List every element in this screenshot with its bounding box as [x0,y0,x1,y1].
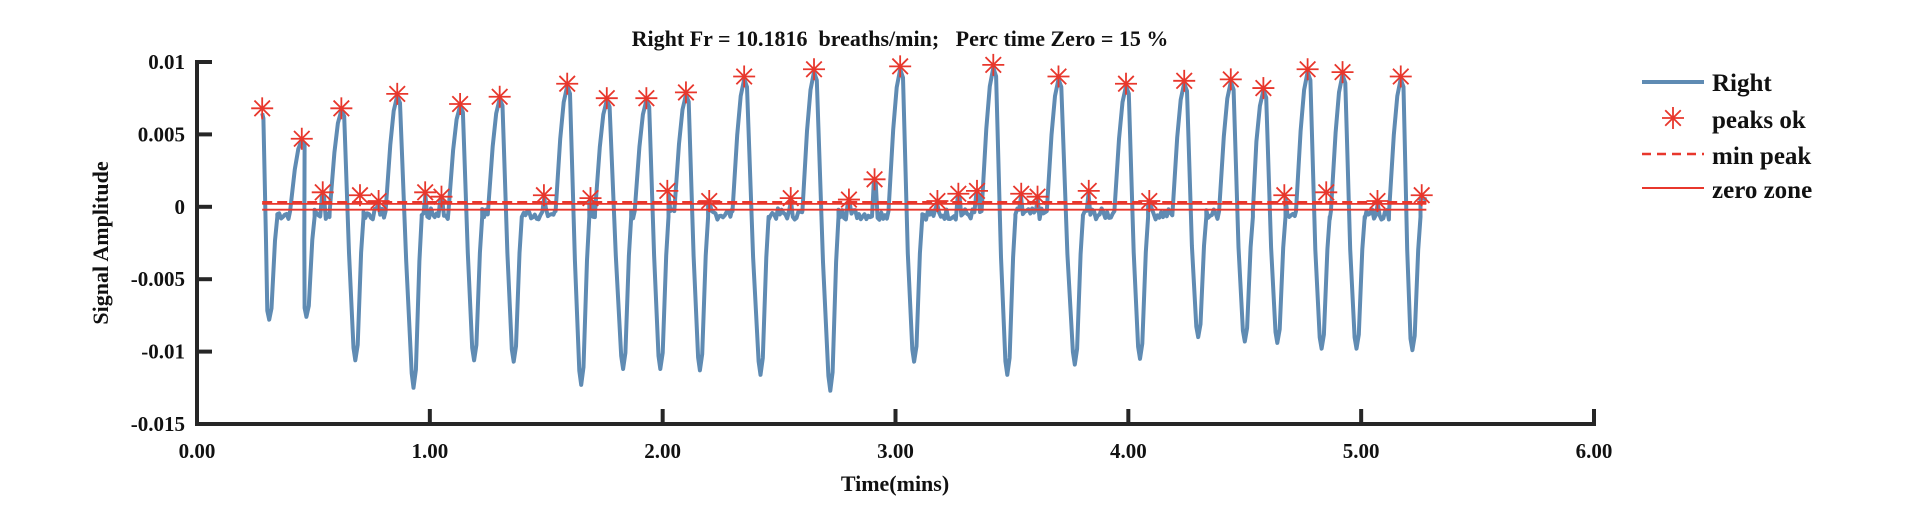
peak-marker [290,127,313,150]
signal-line-right [260,65,1428,393]
x-tick-label: 1.00 [411,439,448,463]
peak-marker [556,72,579,95]
peak-marker [635,87,658,110]
y-tick-label: 0.01 [148,50,185,74]
peak-marker [579,187,602,210]
peak-marker [1173,69,1196,92]
y-axis-label: Signal Amplitude [88,161,113,324]
plot-area [251,53,1433,393]
peak-marker [1026,185,1049,208]
peak-marker [837,188,860,211]
legend-zero-zone-label: zero zone [1712,177,1812,204]
x-tick-label: 5.00 [1343,439,1380,463]
peak-marker [674,81,697,104]
peak-marker [1115,72,1138,95]
peak-marker [698,190,721,213]
peak-marker [1366,190,1389,213]
x-tick-label: 6.00 [1576,439,1613,463]
x-tick-label: 2.00 [644,439,681,463]
peak-marker [414,181,437,204]
peak-marker [449,92,472,115]
legend-peaks-ok-label: peaks ok [1712,107,1806,134]
y-tick-label: 0.005 [138,122,185,146]
x-tick-label: 3.00 [877,439,914,463]
peak-marker [803,58,826,81]
peak-marker [1389,65,1412,88]
axes: 0.01 0.005 0 -0.005 -0.01 -0.015 0.00 1.00 2.00 3… [131,50,1613,463]
peak-marker [926,190,949,213]
peak-marker [430,185,453,208]
peak-marker [947,182,970,205]
peak-marker [1219,68,1242,91]
chart-title: Right Fr = 10.1816 breaths/min; Perc tim… [632,26,1169,51]
peak-marker [656,179,679,202]
peak-marker [965,179,988,202]
y-tick-label: -0.01 [141,340,185,364]
peak-marker [1410,184,1433,207]
legend-min-peak-label: min peak [1712,143,1811,170]
peak-marker [311,181,334,204]
peak-marker [1047,65,1070,88]
x-axis-label: Time(mins) [841,471,949,496]
peak-marker [386,82,409,105]
peak-marker [1010,182,1033,205]
peak-marker [330,97,353,120]
peak-marker [733,65,756,88]
peak-marker [1138,190,1161,213]
peak-marker [1296,58,1319,81]
peak-marker [779,187,802,210]
peak-marker [1331,61,1354,84]
peak-marker [348,184,371,207]
legend: Right peaks ok min peak zero zone [1642,70,1812,204]
peak-marker [982,53,1005,76]
peak-marker [251,97,274,120]
legend-star-icon [1662,107,1684,129]
y-tick-label: 0 [175,195,186,219]
peak-marker [863,168,886,191]
peak-marker [367,190,390,213]
peak-marker [488,85,511,108]
y-tick-label: -0.015 [131,412,185,436]
peak-marker [1077,179,1100,202]
y-tick-label: -0.005 [131,267,185,291]
legend-right-label: Right [1712,70,1772,97]
peak-marker [1273,184,1296,207]
legend-peaks-ok-marker-icon [1662,107,1684,129]
x-tick-label: 4.00 [1110,439,1147,463]
peak-marker [1252,77,1275,100]
peak-marker [532,184,555,207]
x-tick-label: 0.00 [179,439,216,463]
peak-marker [1315,181,1338,204]
peak-marker [595,87,618,110]
peak-marker [889,55,912,78]
